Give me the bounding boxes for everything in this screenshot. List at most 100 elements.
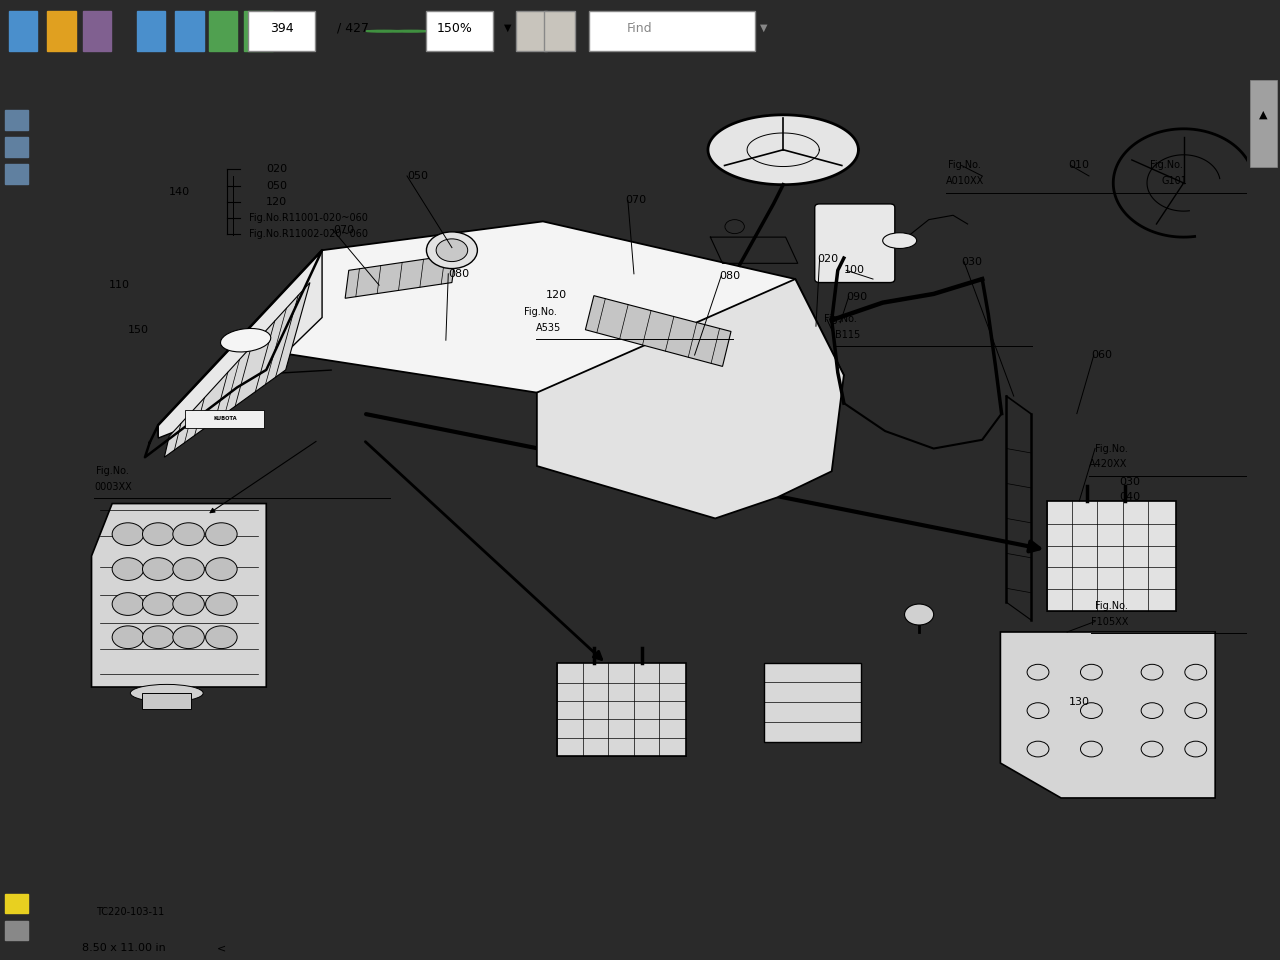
Text: ▲: ▲ — [1260, 109, 1267, 120]
Polygon shape — [159, 251, 323, 436]
Text: Fig.No.: Fig.No. — [96, 467, 129, 476]
Bar — [175, 12, 204, 51]
Circle shape — [113, 558, 143, 581]
Bar — [47, 12, 76, 51]
Polygon shape — [92, 504, 266, 687]
Text: 090: 090 — [846, 292, 868, 301]
Bar — [244, 12, 273, 51]
Text: 040: 040 — [1119, 492, 1140, 502]
Polygon shape — [708, 115, 859, 184]
Circle shape — [173, 626, 205, 649]
Circle shape — [142, 592, 174, 615]
Text: Fig.No.: Fig.No. — [1096, 601, 1128, 611]
Circle shape — [905, 604, 933, 625]
Bar — [9, 12, 37, 51]
Polygon shape — [764, 663, 861, 742]
Text: 070: 070 — [333, 226, 355, 235]
Text: 070: 070 — [626, 196, 646, 205]
Bar — [516, 12, 547, 51]
Text: 080: 080 — [719, 271, 740, 280]
Bar — [83, 12, 111, 51]
Text: ▼: ▼ — [504, 23, 512, 33]
Text: B115: B115 — [836, 330, 860, 340]
Circle shape — [142, 523, 174, 545]
Text: Fig.No.: Fig.No. — [1149, 160, 1183, 171]
Text: TC220-103-11: TC220-103-11 — [96, 906, 165, 917]
Circle shape — [113, 626, 143, 649]
Text: Fig.No.: Fig.No. — [948, 160, 980, 171]
Text: Fig.No.: Fig.No. — [824, 314, 858, 324]
Text: Fig.No.R11001-020~060: Fig.No.R11001-020~060 — [250, 213, 369, 223]
Circle shape — [366, 31, 402, 32]
Text: / 427: / 427 — [337, 21, 369, 35]
Circle shape — [142, 626, 174, 649]
Circle shape — [436, 239, 467, 261]
Bar — [5, 921, 28, 940]
Bar — [5, 110, 28, 130]
Text: 050: 050 — [266, 181, 287, 191]
Circle shape — [426, 232, 477, 269]
Text: <: < — [216, 943, 227, 953]
Text: 110: 110 — [109, 280, 129, 290]
Text: 140: 140 — [169, 186, 191, 197]
FancyBboxPatch shape — [815, 204, 895, 282]
Circle shape — [173, 558, 205, 581]
Bar — [186, 410, 264, 427]
Ellipse shape — [131, 684, 204, 702]
Text: 120: 120 — [545, 290, 567, 300]
Circle shape — [142, 558, 174, 581]
Text: 050: 050 — [407, 171, 428, 181]
Text: ▼: ▼ — [760, 23, 768, 33]
Text: 030: 030 — [961, 256, 983, 267]
Polygon shape — [585, 296, 731, 367]
Text: 150%: 150% — [436, 21, 472, 35]
Text: Fig.No.: Fig.No. — [1096, 444, 1128, 453]
Circle shape — [173, 523, 205, 545]
Text: 020: 020 — [817, 254, 838, 264]
Polygon shape — [1001, 632, 1215, 798]
Text: 060: 060 — [1092, 350, 1112, 360]
Bar — [544, 12, 575, 51]
Text: 080: 080 — [448, 269, 470, 278]
Polygon shape — [164, 282, 310, 457]
Text: 020: 020 — [266, 164, 288, 174]
Circle shape — [206, 558, 237, 581]
Bar — [426, 12, 493, 51]
Bar — [589, 12, 755, 51]
Bar — [5, 164, 28, 183]
Circle shape — [113, 592, 143, 615]
Bar — [5, 137, 28, 156]
Text: 0003XX: 0003XX — [93, 482, 132, 492]
Circle shape — [113, 523, 143, 545]
Text: 8.50 x 11.00 in: 8.50 x 11.00 in — [82, 943, 166, 953]
Text: 120: 120 — [266, 197, 288, 207]
Circle shape — [173, 592, 205, 615]
Polygon shape — [346, 254, 456, 299]
Ellipse shape — [883, 232, 916, 249]
Circle shape — [393, 31, 429, 32]
Bar — [142, 693, 191, 708]
Circle shape — [206, 626, 237, 649]
Text: 030: 030 — [1119, 477, 1140, 487]
Polygon shape — [558, 663, 686, 756]
Bar — [209, 12, 237, 51]
Circle shape — [206, 523, 237, 545]
Text: 010: 010 — [1069, 160, 1089, 171]
Text: Find: Find — [627, 21, 653, 35]
Text: KUBOTA: KUBOTA — [214, 417, 237, 421]
Text: F105XX: F105XX — [1092, 616, 1129, 627]
Text: 100: 100 — [844, 265, 865, 276]
Text: G101: G101 — [1162, 177, 1188, 186]
Polygon shape — [266, 222, 844, 422]
Bar — [1251, 80, 1276, 167]
Text: A535: A535 — [535, 323, 561, 333]
Ellipse shape — [220, 328, 271, 352]
Text: Fig.No.: Fig.No. — [524, 307, 557, 317]
Text: 394: 394 — [270, 21, 293, 35]
Bar — [5, 894, 28, 913]
Polygon shape — [159, 251, 323, 438]
Text: 130: 130 — [1069, 697, 1089, 707]
Polygon shape — [1047, 501, 1176, 611]
Polygon shape — [536, 279, 844, 518]
Text: A420XX: A420XX — [1089, 459, 1128, 469]
